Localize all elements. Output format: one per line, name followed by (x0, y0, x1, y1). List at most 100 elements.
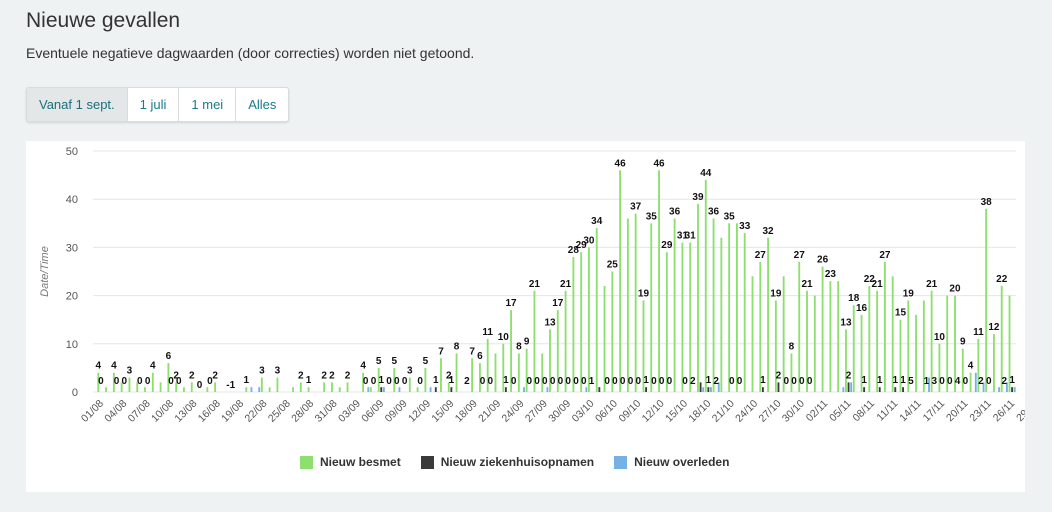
data-label-besmet: 1 (243, 375, 249, 386)
bar-besmet (533, 290, 536, 392)
legend-item-overleden[interactable]: Nieuw overleden (614, 455, 729, 469)
bar-besmet (346, 382, 349, 392)
data-label-ziekenhuis: 1 (1009, 375, 1015, 386)
data-label-besmet: 22 (864, 274, 876, 285)
bar-besmet (268, 387, 271, 392)
data-label-ziekenhuis: 0 (729, 376, 735, 387)
x-tick-label: 07/08 (126, 398, 153, 425)
x-tick-label: 11/11 (874, 398, 900, 424)
data-label-besmet: 17 (506, 298, 518, 309)
bar-besmet (992, 334, 995, 392)
data-label-ziekenhuis: 1 (433, 375, 439, 386)
bar-besmet (151, 372, 154, 392)
data-label-besmet: 28 (568, 245, 580, 256)
x-tick-label: 30/10 (780, 398, 807, 425)
data-label-besmet: 4 (360, 361, 366, 372)
data-label-ziekenhuis: 0 (488, 376, 494, 387)
data-label-besmet: 3 (259, 366, 265, 377)
data-label-besmet: 2 (212, 370, 218, 381)
data-label-besmet: 33 (739, 221, 751, 232)
bar-besmet (891, 276, 894, 392)
x-tick-label: 24/09 (500, 398, 527, 425)
data-label-besmet: 7 (469, 346, 475, 357)
data-label-besmet: 13 (840, 317, 852, 328)
data-label-besmet: 29 (661, 240, 673, 251)
bar-besmet (665, 252, 668, 392)
data-label-ziekenhuis: 0 (511, 376, 517, 387)
bar-besmet (603, 285, 606, 392)
data-label-ziekenhuis: 2 (846, 370, 852, 381)
data-label-besmet: 6 (166, 351, 172, 362)
legend-item-besmet[interactable]: Nieuw besmet (300, 455, 401, 469)
data-label-besmet: 27 (755, 250, 767, 261)
bar-besmet (938, 343, 941, 392)
data-label-ziekenhuis: 0 (565, 376, 571, 387)
bar-besmet (362, 372, 365, 392)
bar-besmet (478, 363, 481, 392)
legend-swatch-ziekenhuis (420, 455, 434, 469)
data-label-besmet: 5 (391, 356, 397, 367)
data-label-ziekenhuis: 0 (176, 376, 182, 387)
data-label-ziekenhuis: 0 (604, 376, 610, 387)
bar-overleden (250, 387, 253, 392)
bar-besmet (790, 353, 793, 392)
bar-besmet (214, 382, 217, 392)
legend-swatch-overleden (614, 455, 628, 469)
range-tab-alles[interactable]: Alles (248, 97, 277, 112)
data-label-ziekenhuis: 0 (386, 376, 392, 387)
data-label-besmet: 2 (329, 370, 335, 381)
data-label-ziekenhuis: 0 (807, 376, 813, 387)
legend-item-ziekenhuis[interactable]: Nieuw ziekenhuisopnamen (420, 455, 594, 469)
data-label-ziekenhuis: 2 (776, 370, 782, 381)
data-label-ziekenhuis: 0 (573, 376, 579, 387)
x-tick-label: 10/08 (149, 398, 176, 425)
y-tick-label: 30 (66, 242, 78, 254)
bar-besmet (136, 382, 139, 392)
data-label-besmet: 25 (607, 260, 619, 271)
data-label-ziekenhuis: 0 (98, 376, 104, 387)
data-label-ziekenhuis: 0 (402, 376, 408, 387)
data-label-ziekenhuis: 1 (643, 375, 649, 386)
data-label-ziekenhuis: 0 (682, 376, 688, 387)
bar-besmet (424, 367, 427, 392)
bar-besmet (961, 348, 964, 392)
data-label-besmet: 3 (407, 366, 413, 377)
x-tick-label: 22/08 (242, 398, 269, 425)
range-tab-1-juli[interactable]: 1 juli (128, 88, 180, 121)
data-label-ziekenhuis: 1 (924, 376, 930, 387)
x-tick-label: 06/09 (359, 398, 386, 425)
data-label-ziekenhuis: 0 (620, 376, 626, 387)
data-label-ziekenhuis: 1 (893, 375, 899, 386)
bar-besmet (650, 223, 653, 392)
bar-besmet (175, 382, 178, 392)
bar-besmet (323, 382, 326, 392)
data-label-besmet: 2 (173, 370, 179, 381)
data-label-ziekenhuis: 0 (371, 376, 377, 387)
data-label-besmet: 17 (552, 298, 564, 309)
data-label-besmet: 38 (981, 197, 993, 208)
bar-besmet (447, 382, 450, 392)
data-label-besmet: 21 (872, 279, 884, 290)
range-tab-1-mei[interactable]: 1 mei (179, 88, 237, 121)
bar-besmet (837, 281, 840, 392)
bar-besmet (868, 285, 871, 392)
bar-besmet (299, 382, 302, 392)
x-tick-label: 31/08 (313, 398, 340, 425)
bar-overleden (1005, 382, 1008, 392)
data-label-ziekenhuis: 0 (667, 376, 673, 387)
bar-besmet (969, 372, 972, 392)
data-label-ziekenhuis: 0 (363, 376, 369, 387)
range-tab-1-sept[interactable]: Vanaf 1 sept. (27, 88, 128, 121)
data-label-besmet: 2 (345, 370, 351, 381)
bar-besmet (845, 329, 847, 392)
data-label-ziekenhuis: 0 (417, 376, 423, 387)
x-tick-label: 09/09 (383, 398, 410, 425)
bar-besmet (712, 218, 715, 392)
x-tick-label: 20/11 (944, 398, 971, 425)
bar-overleden (974, 372, 977, 392)
bar-besmet (564, 290, 567, 392)
data-label-besmet: 32 (763, 226, 775, 237)
data-label-ziekenhuis: 1 (760, 375, 766, 386)
bar-besmet (735, 223, 738, 392)
